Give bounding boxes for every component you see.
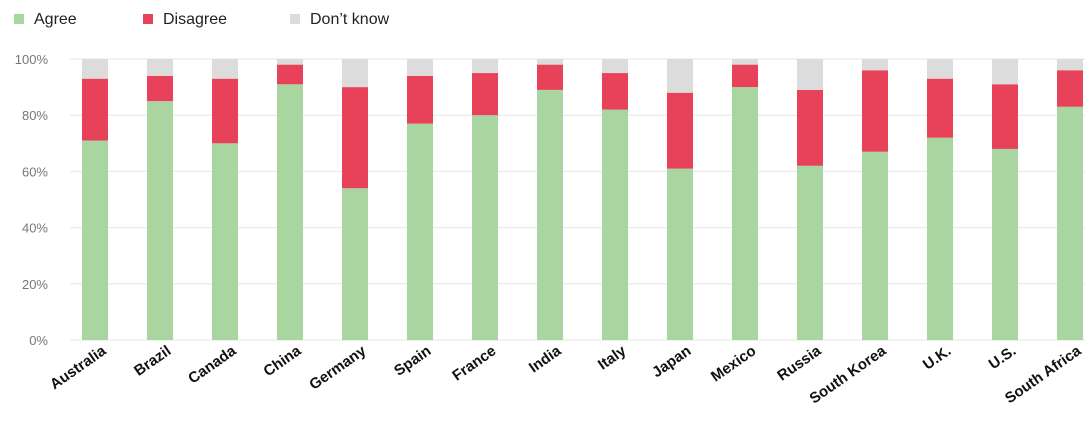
bar-don-t-know-u-s — [992, 59, 1018, 84]
x-tick-label-spain: Spain — [391, 342, 434, 379]
x-tick-label-france: France — [449, 342, 499, 384]
x-axis: Australia Brazil Canada China Germany Spain Fr… — [47, 342, 1085, 407]
x-tick-label-russia: Russia — [774, 342, 825, 385]
y-tick-label: 40% — [22, 221, 48, 236]
x-tick-label-japan: Japan — [649, 342, 694, 381]
x-tick-label-italy: Italy — [595, 342, 630, 374]
y-tick-label: 60% — [22, 164, 48, 179]
bar-disagree-italy — [602, 73, 628, 110]
bar-disagree-u-k — [927, 79, 953, 138]
bar-don-t-know-canada — [212, 59, 238, 79]
bar-don-t-know-russia — [797, 59, 823, 90]
y-tick-label: 0% — [29, 333, 48, 348]
bars — [82, 59, 1083, 340]
bar-agree-spain — [407, 124, 433, 340]
bar-disagree-spain — [407, 76, 433, 124]
y-tick-label: 100% — [15, 52, 49, 67]
bar-agree-russia — [797, 166, 823, 340]
bar-disagree-germany — [342, 87, 368, 188]
x-tick-label-germany: Germany — [306, 342, 370, 394]
y-tick-label: 80% — [22, 108, 48, 123]
bar-disagree-china — [277, 65, 303, 85]
x-tick-label-india: India — [526, 342, 565, 376]
bar-agree-india — [537, 90, 563, 340]
bar-don-t-know-france — [472, 59, 498, 73]
legend-label-agree: Agree — [34, 11, 77, 28]
bar-agree-south-korea — [862, 152, 888, 340]
bar-don-t-know-brazil — [147, 59, 173, 76]
bar-don-t-know-india — [537, 59, 563, 65]
bar-agree-germany — [342, 188, 368, 340]
bar-agree-mexico — [732, 87, 758, 340]
bar-don-t-know-germany — [342, 59, 368, 87]
x-tick-label-canada: Canada — [185, 342, 240, 387]
bar-agree-japan — [667, 169, 693, 340]
bar-disagree-brazil — [147, 76, 173, 101]
bar-agree-u-s — [992, 149, 1018, 340]
bar-agree-u-k — [927, 138, 953, 340]
bar-don-t-know-japan — [667, 59, 693, 93]
bar-disagree-japan — [667, 93, 693, 169]
bar-agree-france — [472, 115, 498, 340]
bar-don-t-know-mexico — [732, 59, 758, 65]
bar-disagree-france — [472, 73, 498, 115]
bar-disagree-canada — [212, 79, 238, 144]
bar-don-t-know-italy — [602, 59, 628, 73]
bar-disagree-india — [537, 65, 563, 90]
legend-swatch-don-t-know — [290, 14, 300, 24]
x-tick-label-australia: Australia — [47, 342, 110, 393]
bar-agree-italy — [602, 110, 628, 340]
x-tick-label-u-k: U.K. — [920, 342, 954, 373]
bar-don-t-know-south-korea — [862, 59, 888, 70]
bar-don-t-know-south-africa — [1057, 59, 1083, 70]
y-tick-label: 20% — [22, 277, 48, 292]
x-tick-label-brazil: Brazil — [131, 342, 174, 379]
bar-agree-china — [277, 84, 303, 340]
bar-agree-canada — [212, 143, 238, 340]
bar-don-t-know-china — [277, 59, 303, 65]
bar-disagree-u-s — [992, 84, 1018, 149]
legend: Agree Disagree Don’t know — [14, 11, 390, 28]
bar-disagree-mexico — [732, 65, 758, 87]
x-tick-label-china: China — [260, 342, 304, 380]
bar-don-t-know-australia — [82, 59, 108, 79]
legend-swatch-disagree — [143, 14, 153, 24]
y-axis: 0% 20% 40% 60% 80% 100% — [15, 52, 49, 348]
bar-agree-brazil — [147, 101, 173, 340]
bar-disagree-south-africa — [1057, 70, 1083, 107]
bar-disagree-australia — [82, 79, 108, 141]
x-tick-label-mexico: Mexico — [708, 342, 759, 385]
legend-label-disagree: Disagree — [163, 11, 227, 28]
bar-disagree-south-korea — [862, 70, 888, 151]
bar-disagree-russia — [797, 90, 823, 166]
legend-swatch-agree — [14, 14, 24, 24]
bar-don-t-know-u-k — [927, 59, 953, 79]
x-tick-label-u-s: U.S. — [986, 342, 1020, 373]
legend-label-don-t-know: Don’t know — [310, 11, 390, 28]
bar-agree-australia — [82, 140, 108, 340]
bar-don-t-know-spain — [407, 59, 433, 76]
bar-agree-south-africa — [1057, 107, 1083, 340]
